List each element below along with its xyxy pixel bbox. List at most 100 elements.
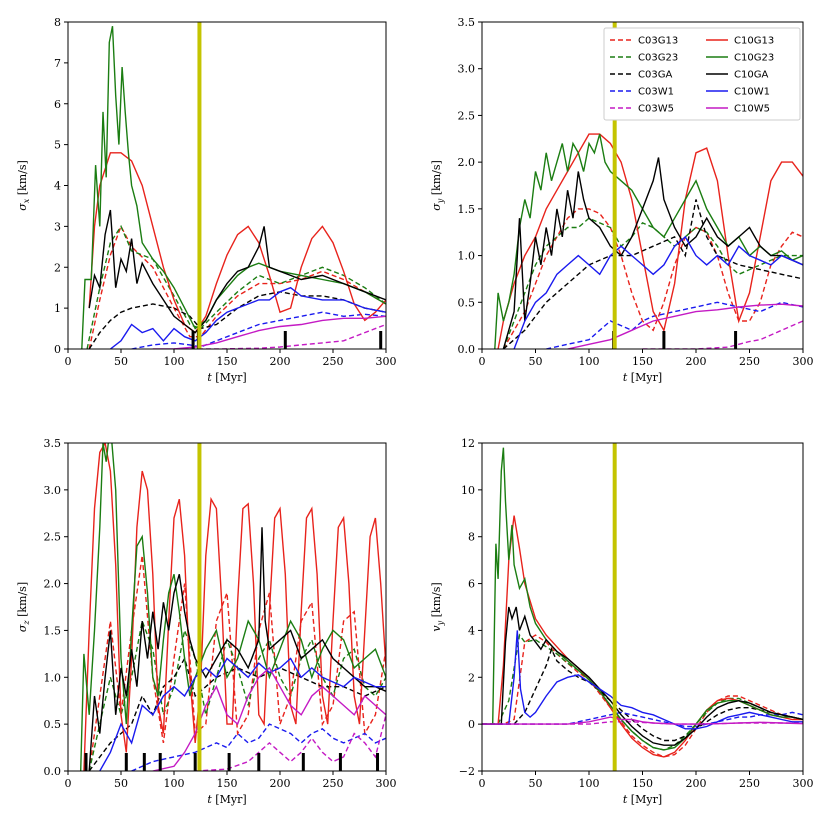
- y-axis-label: σy [km/s]: [430, 160, 445, 211]
- x-tick-label: 150: [217, 777, 238, 790]
- series-line-c03g13-dashed: [482, 634, 803, 758]
- y-tick-label: 3.5: [44, 437, 62, 450]
- series-line-c03g23-dashed: [482, 633, 803, 751]
- y-tick-label: 6: [468, 578, 475, 591]
- series-line-c03ga-dashed: [88, 291, 386, 349]
- series-line-c03ga-dashed: [502, 199, 803, 349]
- legend-entry-c03w1: C03W1: [638, 87, 674, 98]
- legend-entry-c03g13: C03G13: [638, 36, 678, 47]
- y-tick-label: 0.5: [458, 296, 476, 309]
- series-line-c03w1-dashed: [546, 301, 803, 349]
- y-tick-label: 1.5: [44, 624, 62, 637]
- y-tick-label: 1.5: [458, 203, 476, 216]
- y-tick-label: 3.5: [458, 16, 476, 29]
- y-tick-label: 12: [461, 437, 475, 450]
- panel-bottom-left: 0 50 100 150 200 250 300 0.0 0.5 1.0 1.5 2.0 2.5 3.0 3…: [16, 437, 397, 806]
- series-line-c03g13-dashed: [88, 224, 386, 349]
- legend-entry-c03ga: C03GA: [638, 70, 672, 81]
- y-axis-label: σz [km/s]: [16, 582, 31, 632]
- panel-top-right: 0 50 100 150 200 250 300 0.0 0.5 1.0 1.5 2.0 2.5 3.0 3…: [430, 16, 814, 384]
- x-axis-label: t [Myr]: [623, 793, 662, 806]
- panel-bottom-right: 0 50 100 150 200 250 300 −2 0 2 4 6 8 10 12 t [Myr] vy […: [430, 437, 814, 806]
- series-line-c03w5-dashed: [195, 714, 386, 771]
- y-tick-label: 0: [54, 343, 61, 356]
- y-axis-label: σx [km/s]: [16, 160, 31, 211]
- x-tick-label: 150: [632, 777, 653, 790]
- series-line-c10w1: [99, 657, 386, 771]
- y-tick-label: 2: [468, 671, 475, 684]
- series-line-c10g13: [497, 133, 803, 349]
- y-tick-label: 6: [54, 98, 61, 111]
- y-tick-label: 10: [461, 484, 475, 497]
- x-tick-label: 150: [217, 355, 238, 368]
- x-tick-label: 200: [686, 355, 707, 368]
- series-group: [482, 447, 803, 758]
- series-line-c03g13-dashed: [88, 555, 386, 771]
- y-tick-label: 1: [54, 302, 61, 315]
- y-tick-label: 1.0: [458, 250, 476, 263]
- series-line-c03ga-dashed: [482, 647, 803, 742]
- legend-entry-c10g23: C10G23: [734, 53, 774, 64]
- series-line-c10w1: [513, 235, 803, 349]
- series-line-c10w5: [482, 716, 803, 725]
- x-tick-label: 0: [479, 777, 486, 790]
- y-tick-label: 4: [468, 624, 475, 637]
- series-line-c10g13: [88, 152, 386, 334]
- series-group: [80, 443, 386, 771]
- y-tick-label: 0.0: [458, 343, 476, 356]
- x-tick-label: 250: [323, 777, 344, 790]
- x-tick-label: 50: [114, 355, 128, 368]
- y-tick-label: 2.5: [44, 531, 62, 544]
- legend: C03G13 C03G23 C03GA C03W1 C03W5 C10G13 C10G23 C…: [603, 27, 801, 121]
- legend-entry-c03g23: C03G23: [638, 53, 678, 64]
- y-tick-label: 3: [54, 220, 61, 233]
- panel-top-left: 0 50 100 150 200 250 300 0 1 2 3 4 5 6 7 8 t [Myr] σx [km…: [16, 16, 397, 384]
- series-line-c03g23-dashed: [86, 224, 386, 349]
- series-line-c10w1: [109, 286, 386, 349]
- y-tick-label: 8: [54, 16, 61, 29]
- series-line-c03w5-dashed: [642, 320, 803, 349]
- x-axis-label: t [Myr]: [207, 371, 246, 384]
- y-tick-label: 8: [468, 531, 475, 544]
- y-tick-label: 2: [54, 261, 61, 274]
- y-tick-label: 4: [54, 180, 61, 193]
- x-tick-label: 250: [739, 355, 760, 368]
- x-tick-label: 0: [65, 777, 72, 790]
- x-tick-label: 50: [114, 777, 128, 790]
- series-line-c03w1-dashed: [131, 311, 386, 349]
- x-axis-label: t [Myr]: [207, 793, 246, 806]
- x-tick-label: 100: [579, 355, 600, 368]
- x-tick-label: 250: [739, 777, 760, 790]
- series-line-c03ga-dashed: [88, 656, 386, 771]
- x-tick-label: 200: [270, 777, 291, 790]
- y-tick-label: −2: [459, 765, 475, 778]
- y-tick-label: 5: [54, 139, 61, 152]
- y-tick-label: 3.0: [458, 63, 476, 76]
- x-tick-label: 300: [376, 777, 397, 790]
- y-tick-label: 2.0: [458, 156, 476, 169]
- series-line-c10w1: [482, 630, 803, 730]
- x-tick-label: 300: [376, 355, 397, 368]
- x-tick-label: 0: [479, 355, 486, 368]
- x-tick-label: 50: [529, 777, 543, 790]
- legend-entry-c10w5: C10W5: [734, 104, 770, 115]
- y-tick-label: 0: [468, 718, 475, 731]
- y-axis-label: vy [km/s]: [430, 582, 445, 631]
- x-tick-label: 50: [529, 355, 543, 368]
- y-tick-label: 7: [54, 57, 61, 70]
- x-axis-label: t [Myr]: [623, 371, 662, 384]
- series-line-c10ga: [502, 157, 803, 349]
- y-tick-label: 1.0: [44, 671, 62, 684]
- x-tick-label: 0: [65, 355, 72, 368]
- legend-entry-c10ga: C10GA: [734, 70, 768, 81]
- x-tick-label: 100: [164, 777, 185, 790]
- y-tick-label: 2.0: [44, 578, 62, 591]
- y-tick-label: 0.5: [44, 718, 62, 731]
- y-tick-label: 3.0: [44, 484, 62, 497]
- x-tick-label: 100: [579, 777, 600, 790]
- y-tick-label: 0.0: [44, 765, 62, 778]
- series-line-c03g13-dashed: [502, 208, 803, 349]
- legend-entry-c03w5: C03W5: [638, 104, 674, 115]
- x-tick-label: 300: [793, 777, 814, 790]
